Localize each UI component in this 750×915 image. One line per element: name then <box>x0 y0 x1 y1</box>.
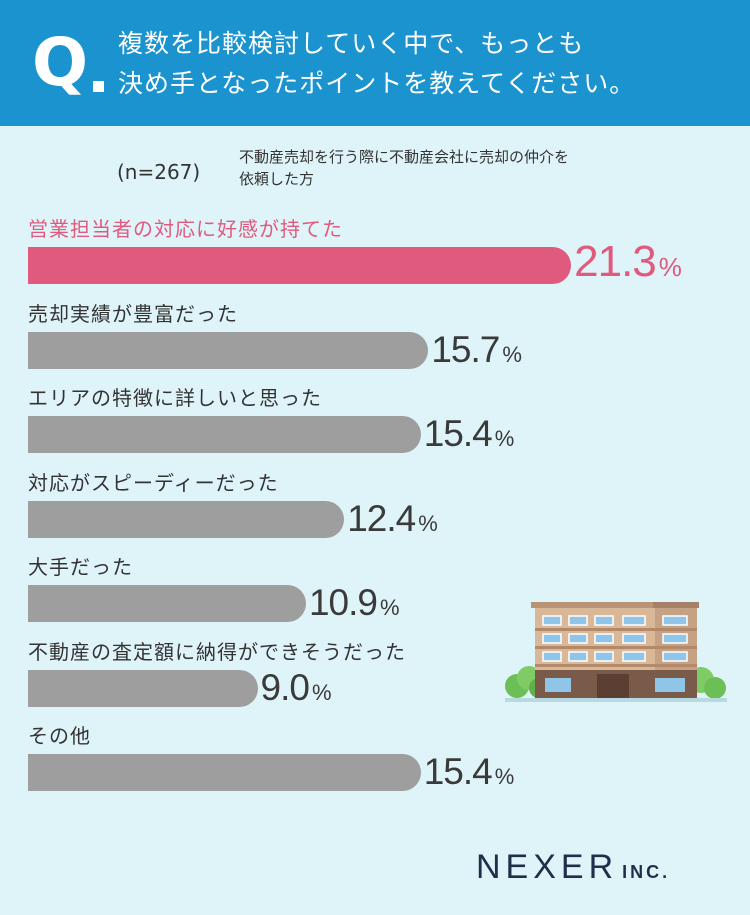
value-label: 21.3% <box>574 240 682 284</box>
value-label: 15.4% <box>424 415 515 452</box>
value-number: 15.4 <box>423 751 493 792</box>
bar <box>28 669 258 707</box>
value-label: 9.0% <box>261 669 332 706</box>
value-unit: % <box>658 252 682 282</box>
value-label: 10.9% <box>309 584 400 621</box>
sample-description-line-2: 依頼した方 <box>239 170 315 188</box>
building-side-roof <box>653 602 699 608</box>
value-number: 10.9 <box>308 582 378 623</box>
building-roof <box>531 602 679 608</box>
value-unit: % <box>379 595 400 620</box>
category-label: 大手だった <box>28 555 133 579</box>
bar <box>28 585 306 622</box>
question-line-2: 決め手となったポイントを教えてください。 <box>118 69 636 98</box>
category-label: 売却実績が豊富だった <box>28 301 238 326</box>
value-number: 15.7 <box>431 328 500 370</box>
value-unit: % <box>311 679 332 705</box>
value-unit: % <box>502 341 522 367</box>
sample-size: (n=267) <box>117 160 201 184</box>
value-number: 21.3 <box>574 237 657 286</box>
q-mark-dot <box>93 81 104 92</box>
value-label: 15.7% <box>431 331 522 368</box>
category-label: 対応がスピーディーだった <box>28 470 279 495</box>
value-number: 15.4 <box>423 413 493 454</box>
sample-description-line-1: 不動産売却を行う際に不動産会社に売却の仲介を <box>239 148 570 166</box>
bar <box>28 754 421 791</box>
apartment-building-illustration <box>505 602 727 702</box>
question-line-1: 複数を比較検討していく中で、もっとも <box>118 29 585 58</box>
question-text: 複数を比較検討していく中で、もっとも 決め手となったポイントを教えてください。 <box>118 24 738 104</box>
bar <box>28 331 429 369</box>
category-label: エリアの特徴に詳しいと思った <box>28 386 322 410</box>
bar <box>28 416 421 453</box>
building-windows <box>542 615 688 662</box>
category-label: 営業担当者の対応に好感が持てた <box>28 217 343 241</box>
category-label: 不動産の査定額に納得ができそうだった <box>28 639 406 664</box>
value-unit: % <box>418 510 438 536</box>
category-label: その他 <box>28 724 91 748</box>
value-label: 12.4% <box>347 500 438 537</box>
q-mark: Q <box>32 24 89 101</box>
ground-window-left <box>545 678 571 692</box>
nexer-logo: NEXER INC. <box>476 848 670 887</box>
bar <box>28 247 572 284</box>
value-unit: % <box>494 426 515 451</box>
value-label: 15.4% <box>424 753 515 790</box>
question-header: Q 複数を比較検討していく中で、もっとも 決め手となったポイントを教えてください… <box>0 0 750 126</box>
value-number: 12.4 <box>347 497 416 539</box>
value-unit: % <box>494 764 515 789</box>
value-number: 9.0 <box>260 666 310 708</box>
floor-lines <box>535 628 697 667</box>
sample-description: 不動産売却を行う際に不動産会社に売却の仲介を 依頼した方 <box>239 146 699 190</box>
bar <box>28 500 345 538</box>
logo-suffix: INC. <box>622 862 671 882</box>
logo-brand: NEXER <box>476 848 619 886</box>
ground-window-right <box>655 678 685 692</box>
ground-line <box>505 698 727 702</box>
entrance <box>597 674 629 698</box>
